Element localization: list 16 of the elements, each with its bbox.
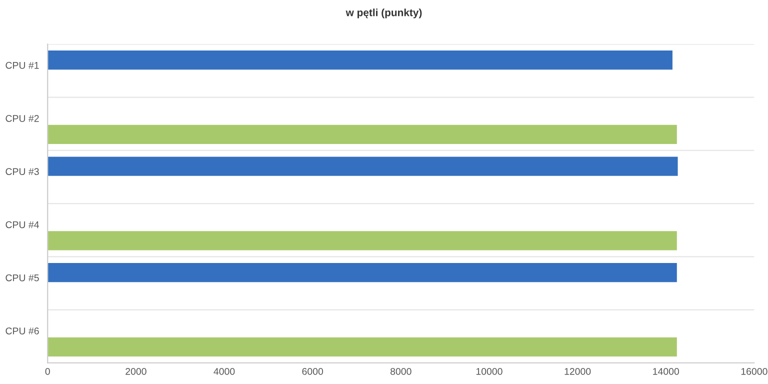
chart-title: w pętli (punkty) xyxy=(346,8,422,18)
x-tick-label: 8000 xyxy=(390,368,412,375)
y-tick-label: CPU #3 xyxy=(6,168,39,176)
y-tick-label: CPU #1 xyxy=(6,62,39,69)
x-tick-label: 14000 xyxy=(653,368,679,375)
y-tick-label: CPU #6 xyxy=(6,328,39,334)
x-tick-label: 2000 xyxy=(126,368,146,375)
x-tick-label: 4000 xyxy=(214,368,235,375)
x-tick-label: 16000 xyxy=(741,368,768,375)
x-tick-label: 12000 xyxy=(564,368,591,375)
y-tick-label: CPU #4 xyxy=(6,221,39,228)
x-tick-label: 10000 xyxy=(476,368,502,375)
x-tick-label: 0 xyxy=(45,368,50,375)
y-tick-label: CPU #2 xyxy=(6,115,39,122)
y-tick-label: CPU #5 xyxy=(6,274,39,282)
x-tick-label: 6000 xyxy=(302,368,324,375)
